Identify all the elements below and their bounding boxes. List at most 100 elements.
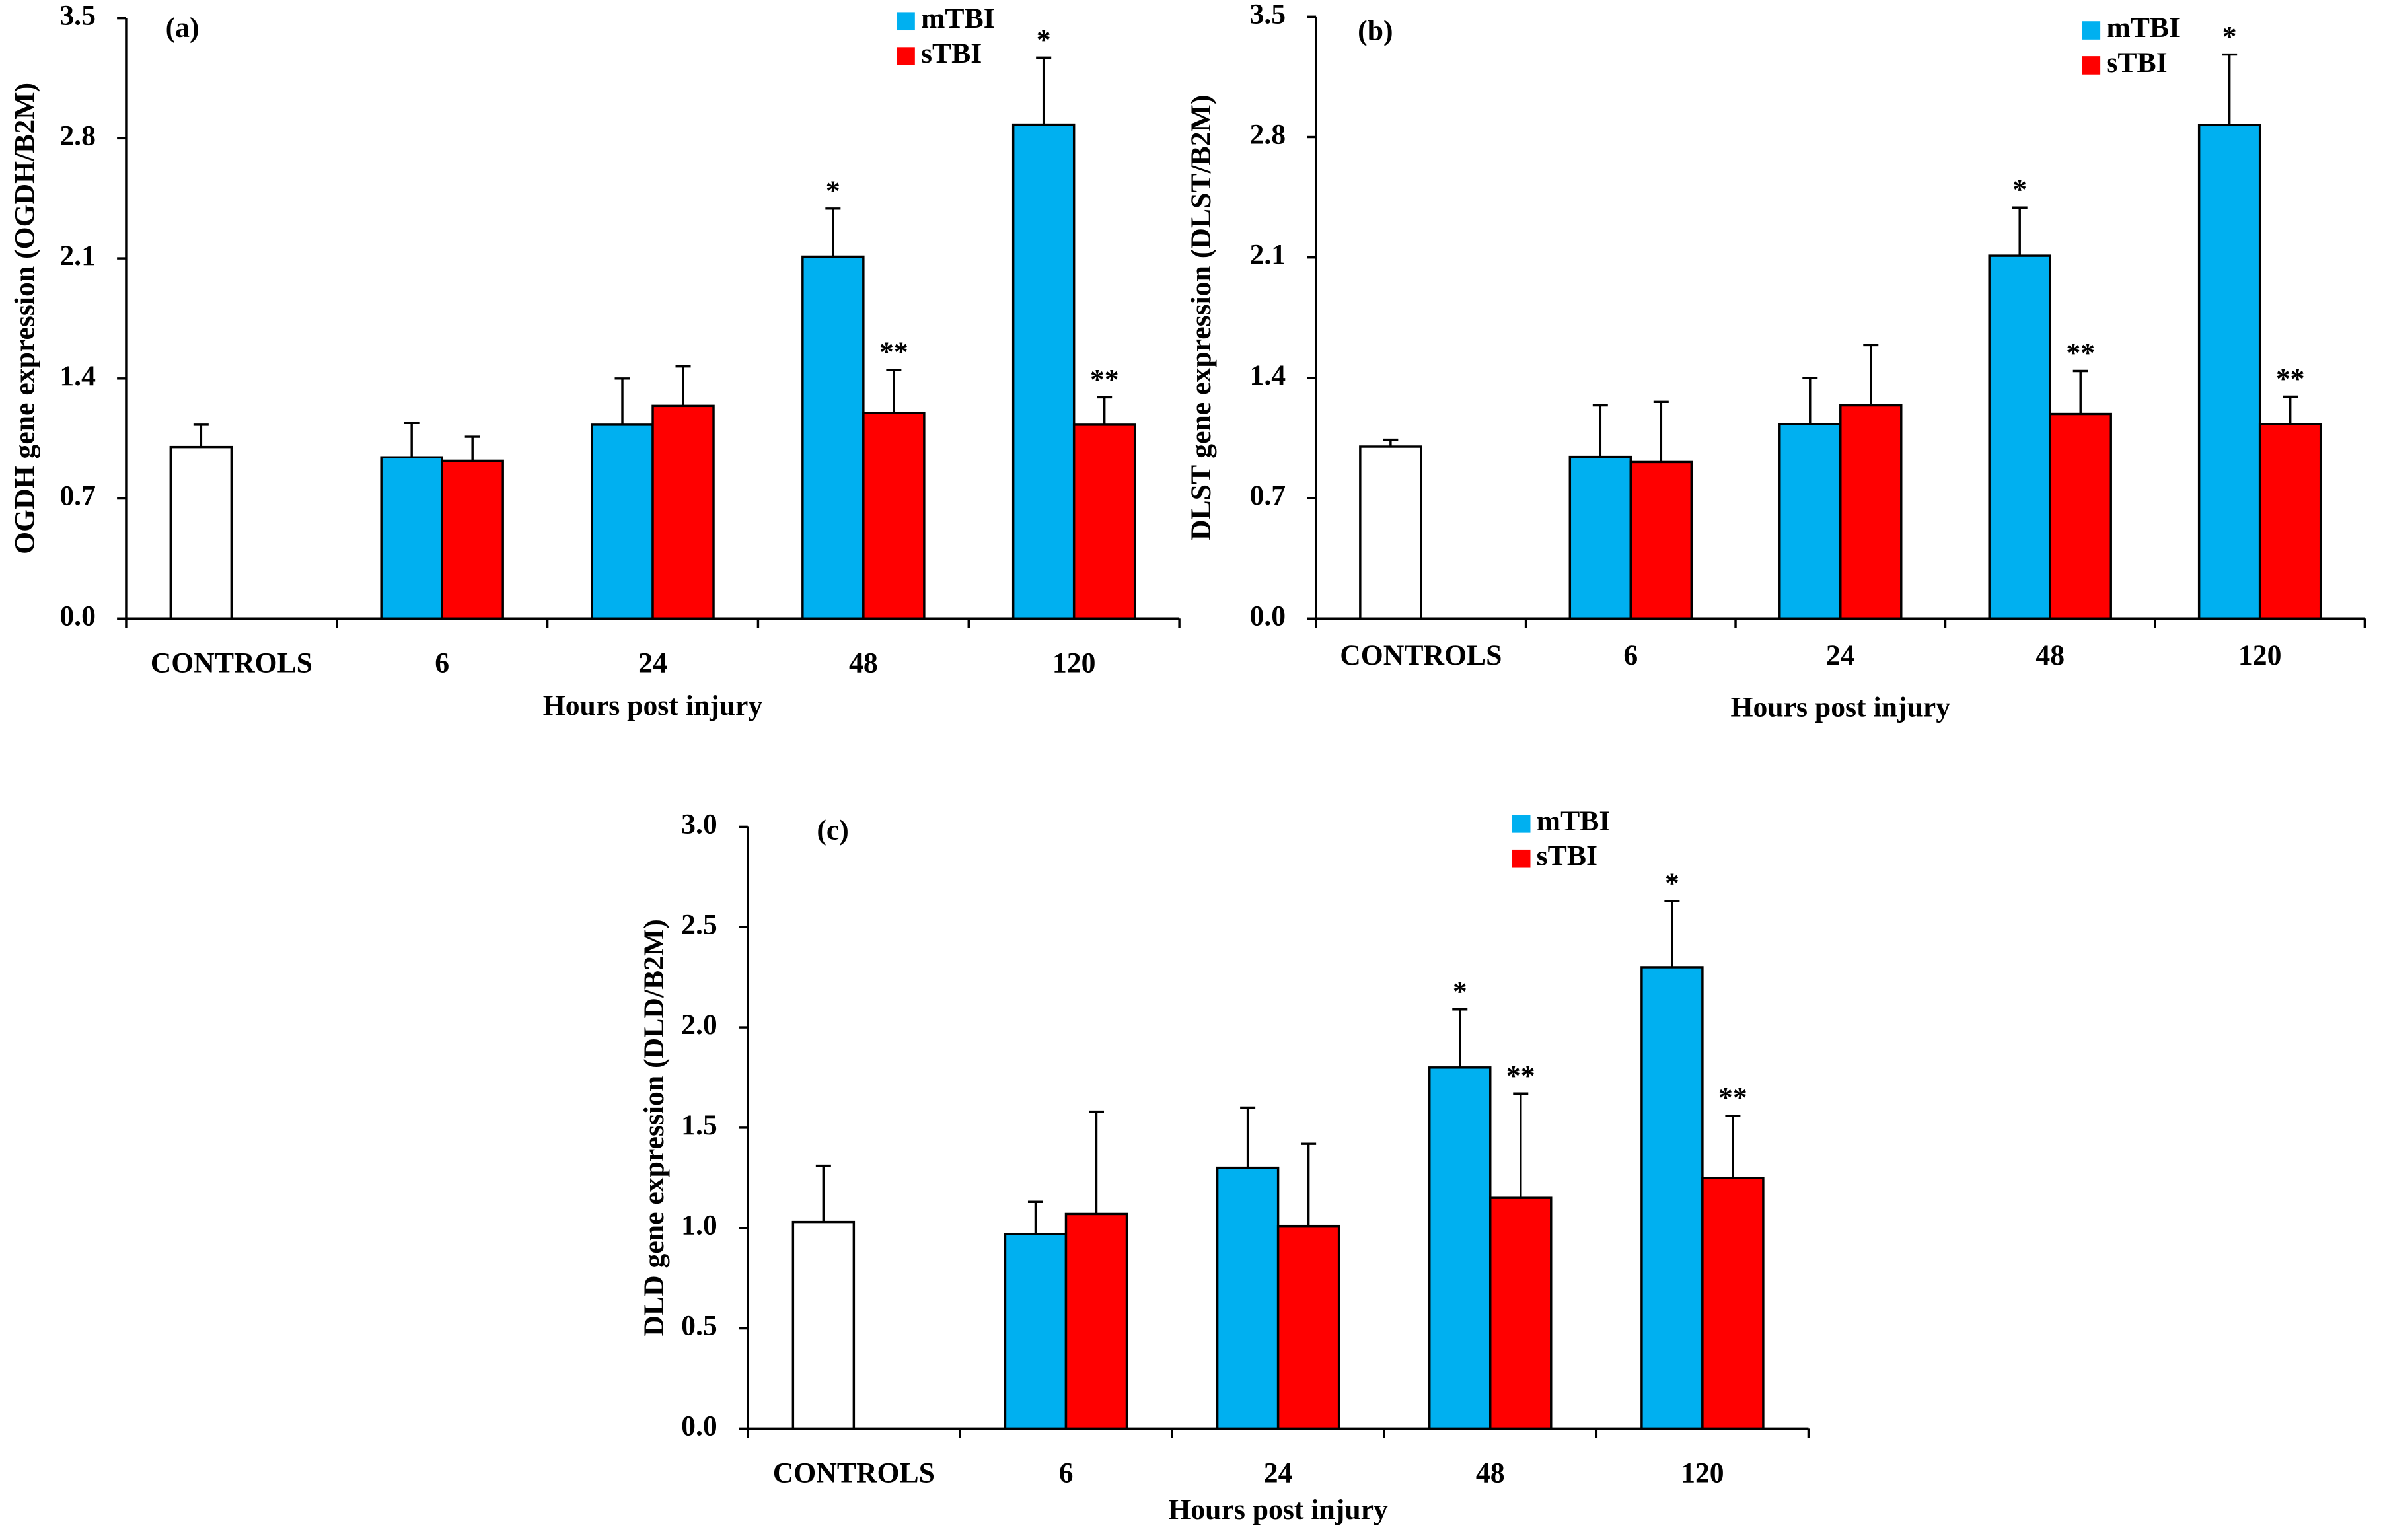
panel-label: (c) bbox=[817, 815, 849, 846]
x-tick-label: CONTROLS bbox=[151, 647, 312, 679]
y-tick-label: 1.4 bbox=[1250, 359, 1286, 391]
y-tick-label: 0.0 bbox=[59, 600, 96, 632]
significance-marker: * bbox=[1665, 867, 1679, 899]
significance-marker: * bbox=[826, 175, 840, 207]
bar bbox=[1011, 123, 1076, 620]
bar bbox=[1640, 966, 1704, 1430]
error-bar bbox=[1088, 1110, 1104, 1214]
significance-marker: * bbox=[2222, 21, 2237, 53]
bar bbox=[1276, 1224, 1340, 1430]
bar bbox=[1428, 1066, 1492, 1430]
y-tick-label: 1.0 bbox=[681, 1210, 717, 1241]
error-bar bbox=[825, 207, 841, 257]
bar bbox=[862, 412, 926, 620]
significance-marker: * bbox=[1037, 24, 1051, 55]
bar bbox=[1072, 423, 1136, 620]
x-tick-label: 48 bbox=[2035, 640, 2065, 671]
y-axis-title: OGDH gene expression (OGDH/B2M) bbox=[9, 83, 40, 554]
x-tick-label: CONTROLS bbox=[1340, 640, 1502, 671]
bar bbox=[1004, 1233, 1068, 1430]
error-bar bbox=[2222, 53, 2238, 126]
y-tick-label: 3.5 bbox=[1250, 0, 1286, 30]
error-bar bbox=[1592, 404, 1608, 457]
error-bar bbox=[1802, 377, 1818, 425]
x-tick-label: CONTROLS bbox=[773, 1457, 935, 1489]
y-tick-label: 2.8 bbox=[1250, 119, 1286, 151]
legend-swatch bbox=[1512, 815, 1531, 833]
bar bbox=[2197, 124, 2261, 620]
y-tick-label: 0.5 bbox=[681, 1310, 717, 1342]
x-tick-label: 6 bbox=[435, 647, 449, 679]
significance-marker: ** bbox=[1718, 1082, 1747, 1114]
error-bar bbox=[675, 365, 691, 406]
error-bar bbox=[1664, 900, 1680, 967]
bar bbox=[1489, 1196, 1553, 1430]
x-tick-label: 120 bbox=[1052, 647, 1096, 679]
legend-label: sTBI bbox=[1537, 840, 1597, 872]
error-bar bbox=[815, 1164, 831, 1222]
legend-label: sTBI bbox=[2106, 47, 2167, 79]
bar bbox=[651, 404, 715, 620]
bar bbox=[1568, 455, 1632, 620]
x-tick-label: 120 bbox=[1681, 1457, 1724, 1489]
error-bar bbox=[614, 377, 630, 425]
error-bar bbox=[2283, 395, 2298, 425]
y-tick-label: 0.7 bbox=[59, 480, 96, 512]
y-tick-label: 0.0 bbox=[1250, 600, 1286, 632]
legend-label: mTBI bbox=[1537, 805, 1611, 837]
x-tick-label: 24 bbox=[638, 647, 667, 679]
x-tick-label: 24 bbox=[1264, 1457, 1293, 1489]
legend-swatch bbox=[1512, 849, 1531, 868]
bar bbox=[1064, 1212, 1128, 1430]
error-bar bbox=[1653, 400, 1669, 462]
panel-label: (b) bbox=[1358, 15, 1393, 47]
bar bbox=[1839, 404, 1903, 620]
y-tick-label: 0.0 bbox=[681, 1410, 717, 1442]
y-tick-label: 1.5 bbox=[681, 1109, 717, 1141]
bar bbox=[380, 456, 443, 620]
bar bbox=[1778, 423, 1842, 620]
x-axis-title: Hours post injury bbox=[543, 690, 763, 721]
x-axis-title: Hours post injury bbox=[1168, 1494, 1388, 1525]
y-axis-title: DLST gene expression (DLST/B2M) bbox=[1185, 95, 1217, 540]
bar bbox=[2258, 423, 2322, 620]
bar bbox=[169, 445, 233, 620]
x-tick-label: 48 bbox=[1476, 1457, 1505, 1489]
y-tick-label: 1.4 bbox=[59, 360, 96, 392]
error-bar bbox=[1097, 396, 1113, 425]
bar bbox=[591, 423, 654, 620]
significance-marker: * bbox=[2012, 174, 2027, 205]
error-bar bbox=[1452, 1008, 1468, 1068]
x-tick-label: 120 bbox=[2238, 640, 2282, 671]
legend-swatch bbox=[897, 47, 915, 65]
error-bar bbox=[464, 435, 480, 461]
error-bar bbox=[1863, 344, 1879, 406]
bar bbox=[2049, 412, 2112, 620]
bar bbox=[1216, 1166, 1280, 1430]
x-axis-title: Hours post injury bbox=[1730, 691, 1950, 723]
legend-swatch bbox=[2082, 56, 2101, 75]
legend-swatch bbox=[2082, 21, 2101, 40]
legend-label: sTBI bbox=[921, 38, 982, 69]
y-tick-label: 3.0 bbox=[681, 808, 717, 840]
legend-label: mTBI bbox=[921, 3, 995, 34]
panel-label: (a) bbox=[166, 12, 200, 44]
bar bbox=[1359, 445, 1422, 620]
bar bbox=[791, 1220, 856, 1430]
legend-swatch bbox=[897, 12, 915, 31]
x-tick-label: 6 bbox=[1059, 1457, 1074, 1489]
y-tick-label: 3.5 bbox=[59, 0, 96, 32]
bar bbox=[1701, 1177, 1765, 1430]
x-tick-label: 48 bbox=[849, 647, 878, 679]
error-bar bbox=[1027, 1200, 1043, 1234]
y-tick-label: 2.1 bbox=[1250, 239, 1286, 271]
error-bar bbox=[1301, 1142, 1317, 1226]
legend-label: mTBI bbox=[2106, 12, 2180, 44]
error-bar bbox=[193, 423, 209, 447]
error-bar bbox=[2012, 206, 2028, 256]
error-bar bbox=[1036, 56, 1052, 125]
y-tick-label: 2.1 bbox=[59, 240, 96, 272]
